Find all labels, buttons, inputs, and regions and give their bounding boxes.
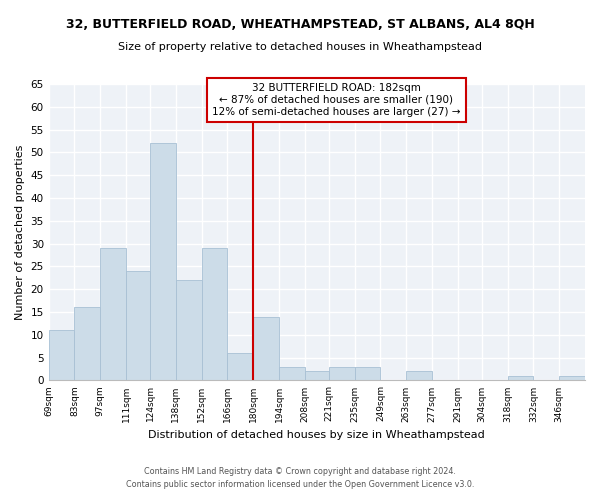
Bar xyxy=(74,308,100,380)
X-axis label: Distribution of detached houses by size in Wheathampstead: Distribution of detached houses by size … xyxy=(148,430,485,440)
Bar xyxy=(100,248,126,380)
Text: 32 BUTTERFIELD ROAD: 182sqm
← 87% of detached houses are smaller (190)
12% of se: 32 BUTTERFIELD ROAD: 182sqm ← 87% of det… xyxy=(212,84,460,116)
Y-axis label: Number of detached properties: Number of detached properties xyxy=(15,144,25,320)
Bar xyxy=(559,376,585,380)
Bar xyxy=(508,376,533,380)
Bar xyxy=(150,144,176,380)
Bar xyxy=(176,280,202,380)
Text: Contains public sector information licensed under the Open Government Licence v3: Contains public sector information licen… xyxy=(126,480,474,489)
Bar xyxy=(305,372,329,380)
Bar xyxy=(202,248,227,380)
Bar xyxy=(279,366,305,380)
Bar xyxy=(253,316,279,380)
Text: Contains HM Land Registry data © Crown copyright and database right 2024.: Contains HM Land Registry data © Crown c… xyxy=(144,467,456,476)
Text: 32, BUTTERFIELD ROAD, WHEATHAMPSTEAD, ST ALBANS, AL4 8QH: 32, BUTTERFIELD ROAD, WHEATHAMPSTEAD, ST… xyxy=(65,18,535,30)
Bar xyxy=(329,366,355,380)
Bar xyxy=(126,271,150,380)
Bar xyxy=(355,366,380,380)
Bar xyxy=(227,353,253,380)
Bar xyxy=(49,330,74,380)
Bar xyxy=(406,372,432,380)
Text: Size of property relative to detached houses in Wheathampstead: Size of property relative to detached ho… xyxy=(118,42,482,52)
